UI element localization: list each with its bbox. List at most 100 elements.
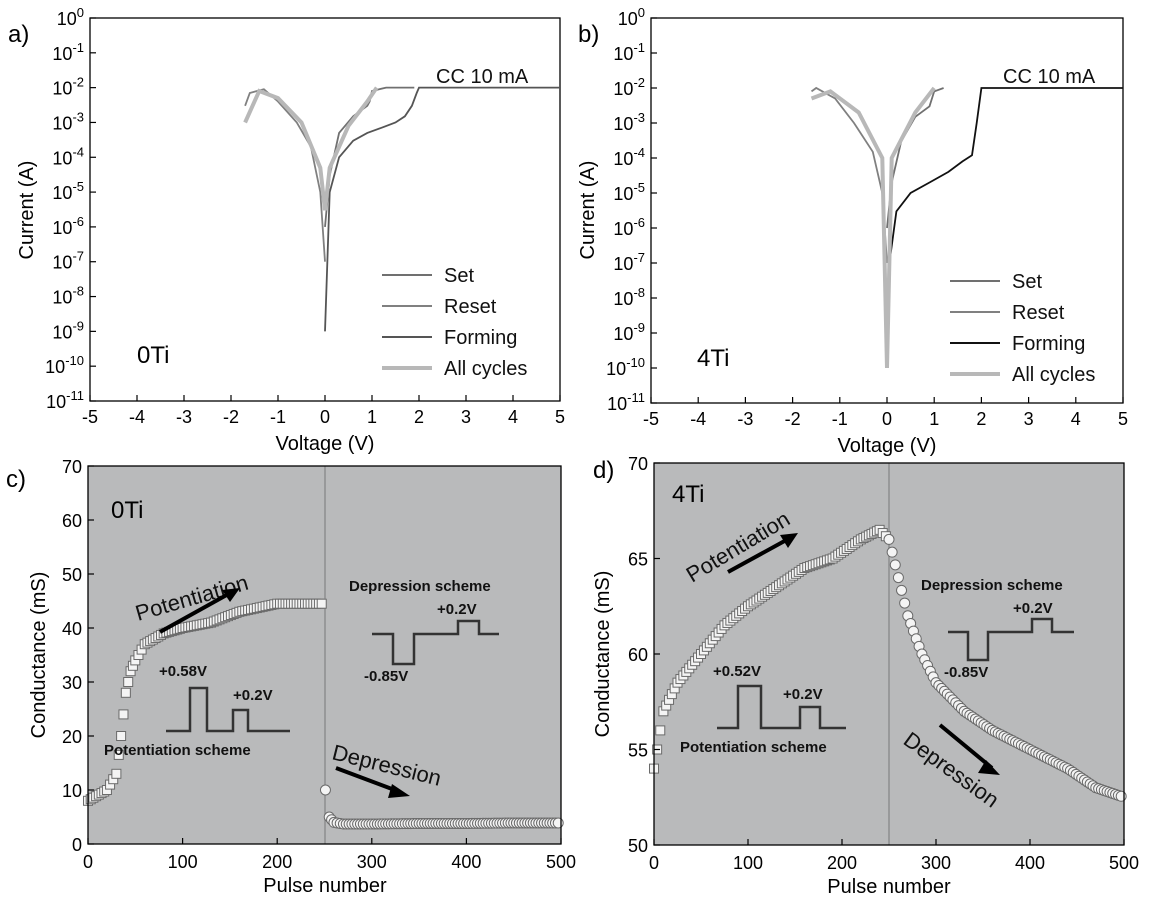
y-tick-label: 40 xyxy=(62,619,82,639)
y-tick-label: 10-2 xyxy=(52,75,84,99)
panel-d-annotation: 4Ti xyxy=(672,481,704,508)
y-tick-label: 10-11 xyxy=(46,388,84,412)
data-point-circle xyxy=(1115,790,1127,802)
x-tick-label: -5 xyxy=(643,409,659,429)
legend-label: Forming xyxy=(444,327,517,349)
x-tick-label: 4 xyxy=(508,407,518,427)
panel-c-dep-neg: -0.85V xyxy=(364,668,408,685)
panel-d-xlabel: Pulse number xyxy=(827,876,951,898)
panel-a: a) -5 -4 -3 -2 -1 0 1 2 3 4 5 10-1110-1010-910-810… xyxy=(8,5,565,455)
panel-a-label: a) xyxy=(8,21,29,48)
series-forming xyxy=(324,86,560,332)
x-tick-label: 1 xyxy=(929,409,939,429)
data-point-circle xyxy=(319,784,331,796)
panel-d-pot-pos: +0.52V xyxy=(713,663,761,680)
panel-d-depression-scheme: Depression scheme xyxy=(921,577,1063,594)
x-tick-label: 400 xyxy=(451,852,481,872)
panel-d: d) 0 100 200 300 400 500 50 55 60 65 70 4Ti Poten… xyxy=(592,454,1139,898)
panel-d-series xyxy=(649,524,1127,802)
y-tick-label: 10-10 xyxy=(606,355,645,379)
panel-b-label: b) xyxy=(578,21,599,48)
panel-c-depression-arrow xyxy=(335,766,401,794)
panel-d-potentiation-arrowhead xyxy=(780,533,798,548)
x-tick-label: 2 xyxy=(414,407,424,427)
series-set xyxy=(886,87,944,229)
data-point-circle xyxy=(896,584,908,596)
x-tick-label: 100 xyxy=(168,852,198,872)
panel-c-potentiation-arrowhead xyxy=(222,588,240,602)
panel-a-y-ticks: 10-11 10-10 10-9 10-8 10-7 10-6 10-5 10-4 10-3 10… xyxy=(45,5,96,412)
legend-label: Reset xyxy=(444,296,497,318)
x-tick-label: -1 xyxy=(270,407,286,427)
panel-b-xlabel: Voltage (V) xyxy=(838,435,937,457)
panel-b-series xyxy=(810,86,1123,369)
y-tick-label: 10-6 xyxy=(52,214,84,238)
series-reset xyxy=(810,86,888,264)
legend-label: Reset xyxy=(1012,302,1065,324)
panel-d-label: d) xyxy=(593,457,614,484)
y-tick-label: 60 xyxy=(628,645,648,665)
panel-c-dep-pos: +0.2V xyxy=(437,601,477,618)
x-tick-label: 200 xyxy=(262,852,292,872)
panel-c-depression-scheme: Depression scheme xyxy=(349,578,491,595)
x-tick-label: -4 xyxy=(129,407,145,427)
y-tick-label: 10-1 xyxy=(52,40,84,64)
data-point-circle xyxy=(886,546,898,558)
y-tick-label: 10-2 xyxy=(613,75,645,99)
y-tick-label: 10-4 xyxy=(52,144,84,168)
y-tick-label: 50 xyxy=(62,565,82,585)
x-tick-label: 3 xyxy=(461,407,471,427)
panel-a-xlabel: Voltage (V) xyxy=(276,433,375,455)
y-tick-label: 10-11 xyxy=(607,390,645,414)
x-tick-label: 300 xyxy=(921,853,951,873)
x-tick-label: 100 xyxy=(733,853,763,873)
x-tick-label: 0 xyxy=(320,407,330,427)
panel-a-annotation: 0Ti xyxy=(137,342,169,369)
y-tick-label: 10-9 xyxy=(613,320,645,344)
x-tick-label: -3 xyxy=(176,407,192,427)
x-tick-label: 300 xyxy=(357,852,387,872)
x-tick-label: 500 xyxy=(546,852,576,872)
panel-d-depression-arrow xyxy=(938,723,994,770)
data-point-square xyxy=(655,725,666,736)
y-tick-label: 0 xyxy=(72,835,82,855)
y-tick-label: 10-5 xyxy=(52,179,84,203)
panel-c-pot-pos: +0.58V xyxy=(159,663,207,680)
x-tick-label: 400 xyxy=(1015,853,1045,873)
series-all-cycles xyxy=(243,86,379,211)
data-point-square xyxy=(113,749,124,760)
panel-a-ylabel: Current (A) xyxy=(16,161,38,260)
x-tick-label: 4 xyxy=(1071,409,1081,429)
panel-a-x-ticks: -5 -4 -3 -2 -1 0 1 2 3 4 5 xyxy=(82,395,565,427)
series-reset xyxy=(244,88,326,262)
x-tick-label: -3 xyxy=(737,409,753,429)
y-tick-label: 10-7 xyxy=(613,250,645,274)
legend-label: All cycles xyxy=(1012,364,1095,386)
y-tick-label: 10-4 xyxy=(613,145,645,169)
panel-b-x-ticks: -5 -4 -3 -2 -1 0 1 2 3 4 5 xyxy=(643,397,1128,429)
y-tick-label: 55 xyxy=(628,741,648,761)
panel-d-pot-read: +0.2V xyxy=(783,686,823,703)
y-tick-label: 10-7 xyxy=(52,249,84,273)
y-tick-label: 100 xyxy=(618,5,645,29)
panel-b-cc-label: CC 10 mA xyxy=(1003,66,1096,88)
legend-label: Forming xyxy=(1012,333,1085,355)
panel-d-depression-arrowhead xyxy=(978,760,1000,775)
panel-c-potentiation-arrow xyxy=(159,590,233,634)
y-tick-label: 20 xyxy=(62,727,82,747)
y-tick-label: 10-3 xyxy=(613,110,645,134)
panel-c-x-ticks: 0 100 200 300 400 500 xyxy=(83,838,576,872)
data-point-square xyxy=(120,687,131,698)
y-tick-label: 70 xyxy=(62,457,82,477)
x-tick-label: 200 xyxy=(827,853,857,873)
y-tick-label: 10-8 xyxy=(52,284,84,308)
panel-a-legend: Set Reset Forming All cycles xyxy=(382,265,527,380)
panel-d-potentiation-arrow xyxy=(727,536,791,574)
x-tick-label: 500 xyxy=(1109,853,1139,873)
panel-d-ylabel: Conductance (mS) xyxy=(592,571,614,738)
x-tick-label: -1 xyxy=(832,409,848,429)
panel-b-y-ticks: 10-11 10-10 10-9 10-8 10-7 10-6 10-5 10-4 10-3 10… xyxy=(606,5,657,414)
panel-b-legend: Set Reset Forming All cycles xyxy=(950,271,1095,386)
